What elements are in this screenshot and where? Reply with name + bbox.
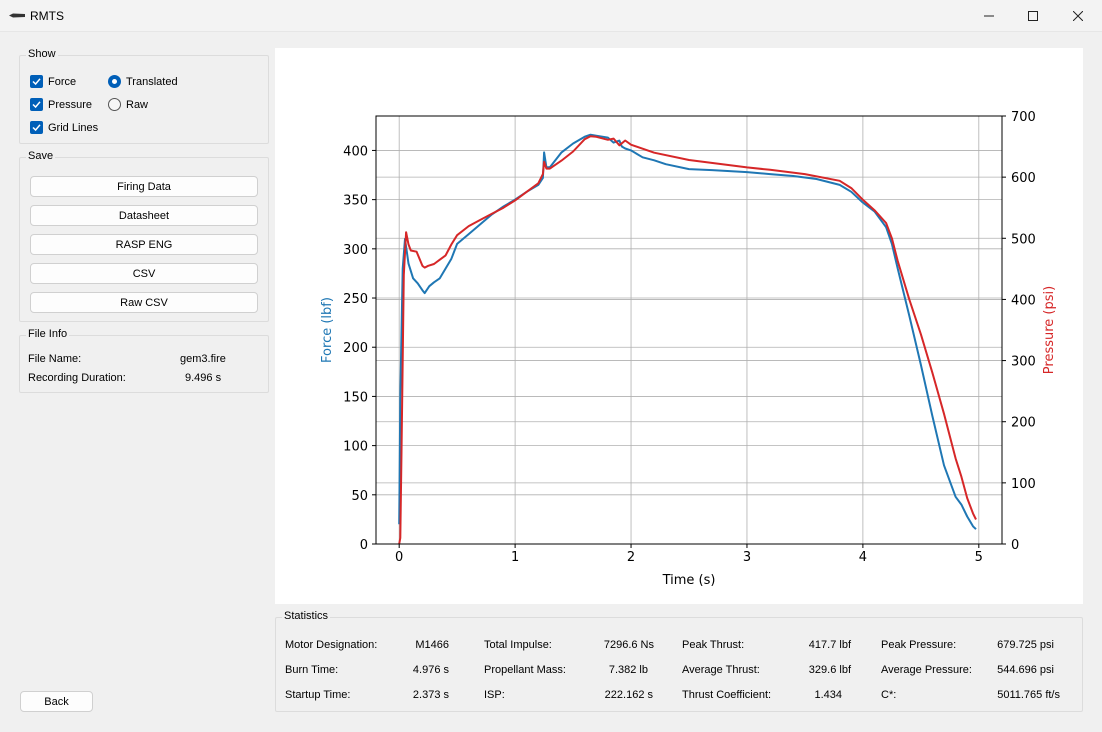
raw-radio[interactable]: Raw: [108, 98, 148, 111]
statistics-group-title: Statistics: [282, 610, 331, 622]
maximize-icon: [1028, 11, 1038, 21]
close-button[interactable]: [1055, 0, 1101, 32]
x-tick-label: 0: [395, 550, 403, 565]
x-tick-label: 2: [627, 550, 635, 565]
file-name-label: File Name:: [28, 353, 82, 365]
recording-duration-value: 9.496 s: [185, 372, 222, 384]
app-icon: [9, 13, 25, 18]
minimize-button[interactable]: [966, 0, 1012, 32]
csv-button[interactable]: CSV: [30, 263, 258, 284]
translated-radio[interactable]: Translated: [108, 75, 178, 88]
radio-selected-icon: [108, 75, 121, 88]
isp-label: ISP:: [484, 689, 505, 701]
y2-tick-label: 700: [1011, 110, 1036, 125]
motor-designation-label: Motor Designation:: [285, 639, 378, 651]
peak-thrust-value: 417.7 lbf: [808, 639, 851, 651]
y-tick-label: 100: [343, 440, 368, 455]
propellant-mass-value: 7.382 lb: [608, 664, 648, 676]
force-series-line: [398, 133, 977, 530]
total-impulse-label: Total Impulse:: [484, 639, 552, 651]
y2-tick-label: 200: [1011, 416, 1036, 431]
y-tick-label: 150: [343, 390, 368, 405]
y2-tick-label: 100: [1011, 477, 1036, 492]
statistics-group: Statistics Motor Designation: M1466 Burn…: [275, 610, 1083, 712]
save-group-title: Save: [26, 150, 56, 162]
y-tick-label: 50: [351, 489, 368, 504]
y-axis-label: Force (lbf): [320, 297, 335, 363]
average-thrust-value: 329.6 lbf: [808, 664, 851, 676]
y2-tick-label: 400: [1011, 293, 1036, 308]
pressure-series-line: [398, 135, 977, 545]
peak-pressure-label: Peak Pressure:: [881, 639, 957, 651]
force-checkbox-label: Force: [48, 75, 77, 88]
peak-thrust-label: Peak Thrust:: [682, 639, 745, 651]
burn-time-label: Burn Time:: [285, 664, 339, 676]
y2-axis-label: Pressure (psi): [1042, 286, 1057, 374]
x-tick-label: 4: [859, 550, 867, 565]
average-pressure-label: Average Pressure:: [881, 664, 972, 676]
file-info-group: File Info File Name: gem3.fire Recording…: [19, 328, 269, 393]
close-icon: [1073, 11, 1083, 21]
plot-frame: [375, 115, 1003, 545]
y2-tick-label: 300: [1011, 355, 1036, 370]
y2-tick-label: 600: [1011, 171, 1036, 186]
x-axis-label: Time (s): [662, 573, 716, 588]
c-star-value: 5011.765 ft/s: [997, 689, 1060, 701]
file-name-value: gem3.fire: [180, 353, 226, 365]
peak-pressure-value: 679.725 psi: [997, 639, 1054, 651]
y-tick-label: 300: [343, 243, 368, 258]
startup-time-label: Startup Time:: [285, 689, 351, 701]
check-icon: [30, 75, 43, 88]
c-star-label: C*:: [881, 689, 897, 701]
maximize-button[interactable]: [1010, 0, 1056, 32]
force-checkbox[interactable]: Force: [30, 75, 76, 88]
startup-time-value: 2.373 s: [412, 689, 449, 701]
window-title: RMTS: [30, 9, 64, 23]
x-tick-label: 5: [975, 550, 983, 565]
check-icon: [30, 98, 43, 111]
plot-area: 0 1 2 3 4 5 0 50 100 150 200 250 300 350 400 0 100 200 300…: [275, 48, 1083, 604]
save-group: Save Firing Data Datasheet RASP ENG CSV …: [19, 150, 269, 322]
show-group: Show Force Pressure Grid Lines Translate…: [19, 48, 269, 144]
x-tick-label: 1: [511, 550, 519, 565]
title-bar: RMTS: [0, 0, 1102, 32]
recording-duration-label: Recording Duration:: [28, 372, 126, 384]
datasheet-button[interactable]: Datasheet: [30, 205, 258, 226]
y-tick-label: 350: [343, 194, 368, 209]
force-pressure-chart: 0 1 2 3 4 50501001502002503003504000100200300…: [320, 110, 1057, 588]
pressure-checkbox[interactable]: Pressure: [30, 98, 92, 111]
back-button[interactable]: Back: [20, 691, 93, 712]
translated-radio-label: Translated: [126, 75, 178, 88]
y-tick-label: 400: [343, 144, 368, 159]
pressure-checkbox-label: Pressure: [48, 98, 93, 111]
grid-lines-checkbox[interactable]: Grid Lines: [30, 121, 98, 134]
thrust-coefficient-label: Thrust Coefficient:: [682, 689, 772, 701]
grid-lines-checkbox-label: Grid Lines: [48, 121, 99, 134]
raw-radio-label: Raw: [126, 98, 149, 111]
y-tick-label: 250: [343, 292, 368, 307]
file-info-group-title: File Info: [26, 328, 70, 340]
propellant-mass-label: Propellant Mass:: [484, 664, 566, 676]
average-pressure-value: 544.696 psi: [997, 664, 1054, 676]
show-group-title: Show: [26, 48, 58, 60]
motor-designation-value: M1466: [415, 639, 449, 651]
isp-value: 222.162 s: [604, 689, 653, 701]
y2-tick-label: 0: [1011, 538, 1019, 553]
total-impulse-value: 7296.6 Ns: [603, 639, 654, 651]
y-tick-label: 0: [360, 538, 368, 553]
y-tick-label: 200: [343, 341, 368, 356]
thrust-coefficient-value: 1.434: [814, 689, 842, 701]
y2-tick-label: 500: [1011, 232, 1036, 247]
radio-unselected-icon: [108, 98, 121, 111]
x-tick-label: 3: [743, 550, 751, 565]
average-thrust-label: Average Thrust:: [682, 664, 760, 676]
rasp-eng-button[interactable]: RASP ENG: [30, 234, 258, 255]
firing-data-button[interactable]: Firing Data: [30, 176, 258, 197]
burn-time-value: 4.976 s: [412, 664, 449, 676]
minimize-icon: [984, 15, 994, 17]
raw-csv-button[interactable]: Raw CSV: [30, 292, 258, 313]
check-icon: [30, 121, 43, 134]
